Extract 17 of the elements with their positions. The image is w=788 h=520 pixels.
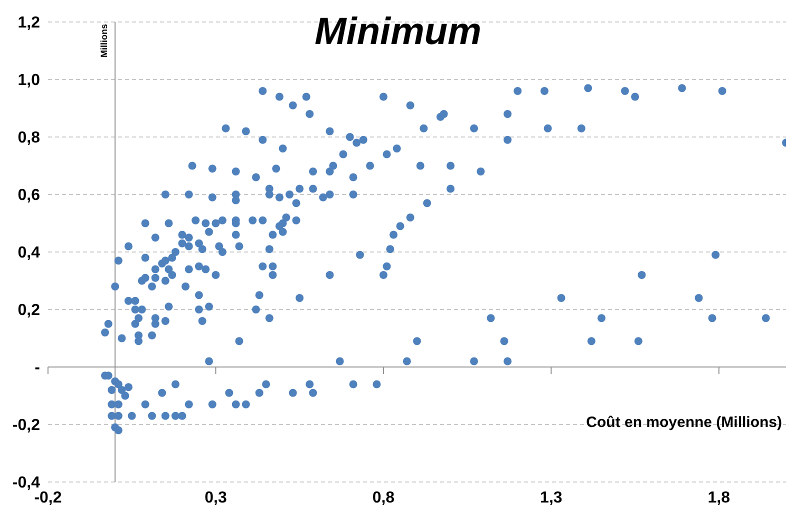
x-tick-label: 0,3 xyxy=(204,489,227,506)
x-tick-label: 0,8 xyxy=(372,489,395,506)
y-tick-label: 1,0 xyxy=(18,72,40,90)
y-tick-label: 0,4 xyxy=(18,244,40,262)
x-tick-label: 1,3 xyxy=(540,489,562,506)
y-tick-label: -0,2 xyxy=(12,417,40,434)
chart-title: Minimum xyxy=(314,11,482,53)
y-tick-label: - xyxy=(34,360,40,377)
x-axis-title: Coût en moyenne (Millions) xyxy=(586,414,782,431)
y-tick-label: 1,2 xyxy=(18,14,40,32)
y-tick-label: -0,4 xyxy=(12,474,40,492)
y-tick-label: 0,2 xyxy=(18,302,40,320)
y-axis-title: Millions xyxy=(99,24,110,58)
y-tick-label: 0,8 xyxy=(18,130,40,147)
x-tick-label: 1,8 xyxy=(708,489,730,506)
y-tick-label: 0,6 xyxy=(18,187,40,204)
x-tick-label: -0,2 xyxy=(34,489,62,506)
